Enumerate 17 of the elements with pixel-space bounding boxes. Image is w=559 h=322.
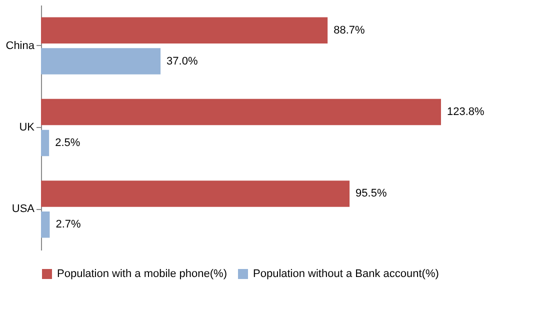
bar <box>41 48 161 74</box>
bar <box>41 211 50 238</box>
data-label: 95.5% <box>356 188 387 200</box>
data-label: 2.7% <box>56 218 82 231</box>
y-tick-label: USA <box>12 203 36 216</box>
bar <box>41 130 50 156</box>
legend-label: Population without a Bank account(%) <box>253 268 439 280</box>
bar <box>41 17 328 44</box>
y-tick-label: UK <box>19 122 36 134</box>
legend-label: Population with a mobile phone(%) <box>57 268 227 280</box>
data-label: 123.8% <box>447 106 485 118</box>
y-tick-label: China <box>6 40 36 52</box>
data-label: 88.7% <box>334 24 365 36</box>
data-label: 2.5% <box>55 136 80 149</box>
bar <box>41 180 350 207</box>
data-label: 37.0% <box>166 55 198 68</box>
bar <box>41 98 441 126</box>
